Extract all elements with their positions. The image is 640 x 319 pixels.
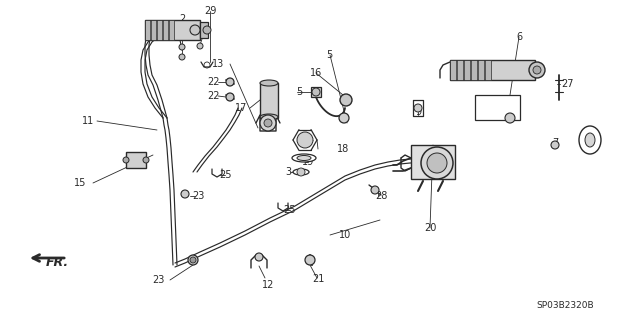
Text: SP03B2320B: SP03B2320B — [536, 300, 594, 309]
Text: 7: 7 — [552, 138, 558, 148]
Text: 11: 11 — [82, 116, 94, 126]
Text: FR.: FR. — [45, 256, 68, 269]
Circle shape — [551, 141, 559, 149]
Text: 28: 28 — [375, 191, 387, 201]
Circle shape — [123, 157, 129, 163]
Text: 25: 25 — [219, 170, 231, 180]
Text: 10: 10 — [339, 230, 351, 240]
Bar — [157, 20, 162, 40]
Ellipse shape — [297, 155, 311, 160]
Bar — [485, 60, 491, 80]
Circle shape — [427, 153, 447, 173]
Circle shape — [371, 186, 379, 194]
Text: 13: 13 — [212, 59, 224, 69]
Circle shape — [305, 255, 315, 265]
Bar — [450, 60, 535, 80]
Text: 17: 17 — [235, 103, 247, 113]
Bar — [464, 60, 470, 80]
Text: 4: 4 — [506, 114, 512, 124]
Bar — [478, 60, 484, 80]
Text: 22: 22 — [207, 77, 220, 87]
Text: 19: 19 — [302, 157, 314, 167]
Text: 2: 2 — [179, 14, 185, 24]
Circle shape — [421, 147, 453, 179]
Ellipse shape — [293, 169, 309, 175]
Circle shape — [203, 26, 211, 34]
Bar — [145, 20, 200, 40]
Circle shape — [143, 157, 149, 163]
Circle shape — [190, 25, 200, 35]
Bar — [475, 95, 520, 120]
Circle shape — [179, 44, 185, 50]
Circle shape — [505, 113, 515, 123]
Text: 12: 12 — [262, 280, 274, 290]
Bar — [411, 145, 455, 179]
Circle shape — [190, 257, 196, 263]
Text: 9: 9 — [415, 107, 421, 117]
Circle shape — [260, 115, 276, 131]
Text: 8: 8 — [201, 25, 207, 35]
Circle shape — [533, 66, 541, 74]
Text: 25: 25 — [284, 205, 296, 215]
Bar — [151, 20, 156, 40]
Bar — [471, 60, 477, 80]
Circle shape — [226, 93, 234, 101]
Circle shape — [181, 190, 189, 198]
Ellipse shape — [260, 80, 278, 86]
Text: 27: 27 — [561, 79, 573, 89]
Circle shape — [255, 253, 263, 261]
Bar — [260, 83, 278, 118]
Text: 23: 23 — [152, 275, 164, 285]
Text: 5: 5 — [296, 87, 302, 97]
Circle shape — [339, 113, 349, 123]
Circle shape — [340, 94, 352, 106]
Circle shape — [312, 88, 320, 96]
Circle shape — [529, 62, 545, 78]
Circle shape — [297, 132, 313, 148]
Text: 23: 23 — [192, 191, 204, 201]
Ellipse shape — [585, 133, 595, 147]
Bar — [200, 22, 208, 38]
Text: 14: 14 — [134, 156, 146, 166]
Ellipse shape — [579, 126, 601, 154]
Ellipse shape — [292, 154, 316, 162]
Circle shape — [264, 119, 272, 127]
Ellipse shape — [260, 114, 278, 120]
Text: 26: 26 — [584, 138, 596, 148]
Text: 22: 22 — [207, 91, 220, 101]
Text: 3: 3 — [285, 167, 291, 177]
Bar — [311, 87, 321, 97]
Circle shape — [188, 255, 198, 265]
Text: 20: 20 — [424, 223, 436, 233]
Bar — [169, 20, 174, 40]
Text: 1: 1 — [181, 25, 187, 35]
Circle shape — [197, 43, 203, 49]
Circle shape — [414, 104, 422, 112]
Circle shape — [297, 168, 305, 176]
Circle shape — [179, 54, 185, 60]
Text: 18: 18 — [337, 144, 349, 154]
Circle shape — [226, 78, 234, 86]
Text: 15: 15 — [74, 178, 86, 188]
Bar — [457, 60, 463, 80]
Bar — [163, 20, 168, 40]
Bar — [126, 152, 146, 168]
Bar — [450, 60, 456, 80]
Text: 5: 5 — [326, 50, 332, 60]
Text: 21: 21 — [312, 274, 324, 284]
Text: 6: 6 — [516, 32, 522, 42]
Text: 29: 29 — [204, 6, 216, 16]
Bar — [145, 20, 150, 40]
Text: 16: 16 — [310, 68, 322, 78]
